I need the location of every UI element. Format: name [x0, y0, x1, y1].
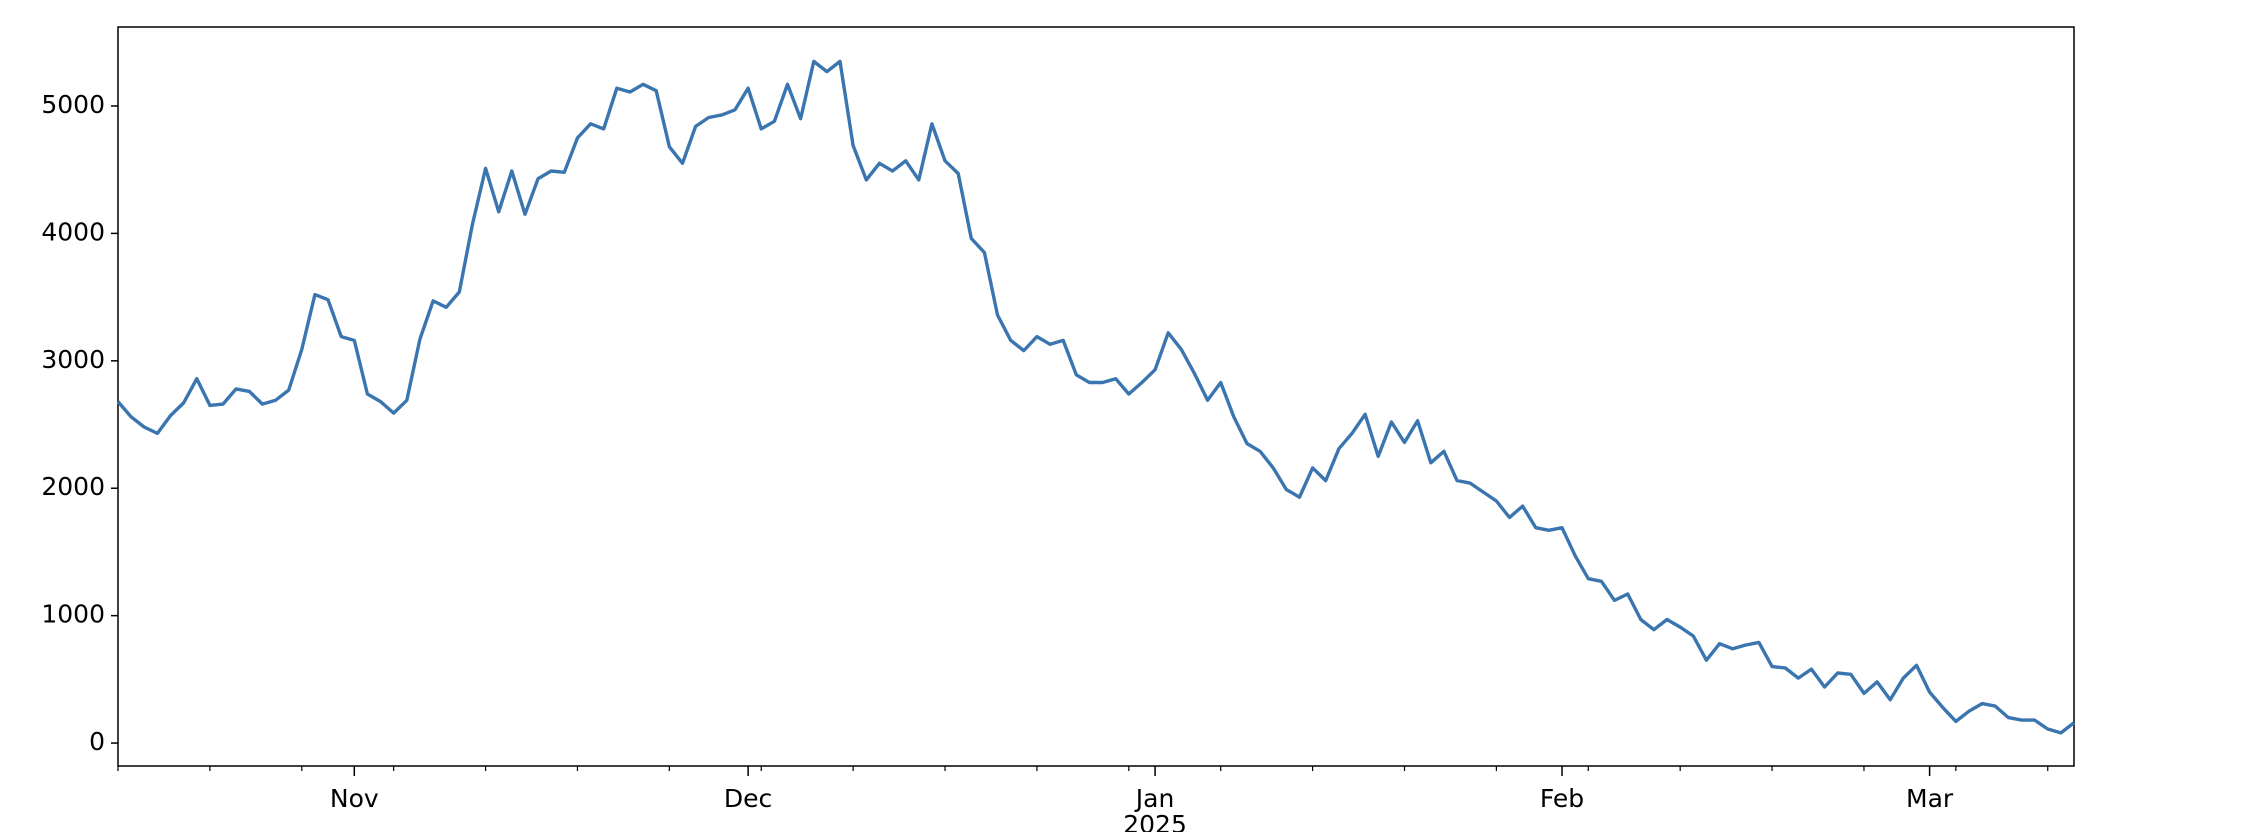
x-year-label: 2025 — [1123, 810, 1187, 832]
x-tick-label: Mar — [1906, 784, 1954, 813]
y-tick-label: 3000 — [41, 345, 105, 374]
plot-frame — [117, 26, 2075, 767]
x-tick-label: Feb — [1540, 784, 1584, 813]
x-tick-label: Jan — [1134, 784, 1175, 813]
y-tick-label: 1000 — [41, 600, 105, 629]
y-tick-label: 0 — [89, 727, 105, 756]
y-tick-label: 4000 — [41, 217, 105, 246]
line — [116, 59, 2076, 735]
y-tick-label: 5000 — [41, 90, 105, 119]
y-tick-label: 2000 — [41, 472, 105, 501]
x-tick-label: Dec — [724, 784, 772, 813]
x-tick-label: Nov — [330, 784, 379, 813]
